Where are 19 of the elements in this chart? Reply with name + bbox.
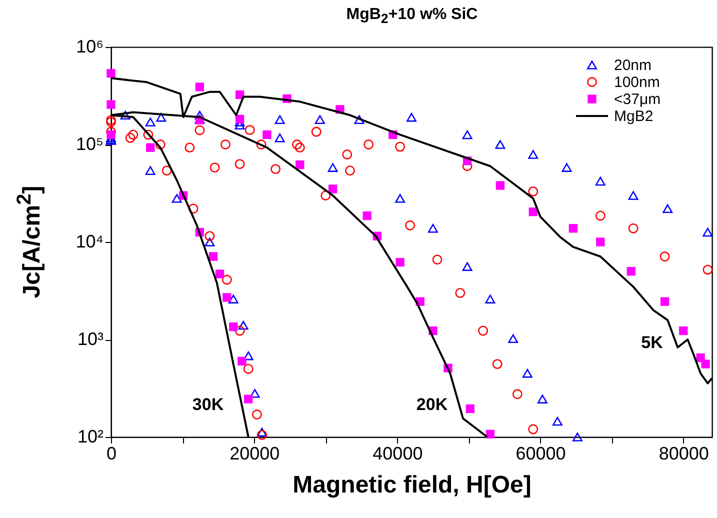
x-axis-title: Magnetic field, H[Oe]: [292, 472, 532, 498]
y-tick-label: 10⁵: [76, 134, 104, 154]
legend-label: <37μm: [614, 91, 661, 108]
legend-label: MgB2: [614, 108, 654, 125]
annotation: 5K: [641, 333, 664, 352]
chart-title: MgB$_{2}$+10 w% SiC: [346, 6, 478, 26]
y-tick-label: 10⁶: [76, 36, 104, 56]
legend-label: 100nm: [614, 74, 660, 91]
x-tick-label: 80000: [658, 444, 709, 464]
annotation: 30K: [192, 395, 224, 414]
y-tick-label: 10³: [77, 329, 104, 349]
y-tick-label: 10²: [77, 426, 104, 446]
x-tick-label: 60000: [516, 444, 566, 464]
y-tick-label: 10⁴: [76, 232, 104, 252]
x-tick-label: 0: [106, 444, 117, 464]
x-tick-label: 40000: [372, 444, 423, 464]
x-tick-label: 20000: [230, 444, 280, 464]
legend-label: 20nm: [614, 57, 652, 74]
annotation: 20K: [416, 395, 448, 414]
